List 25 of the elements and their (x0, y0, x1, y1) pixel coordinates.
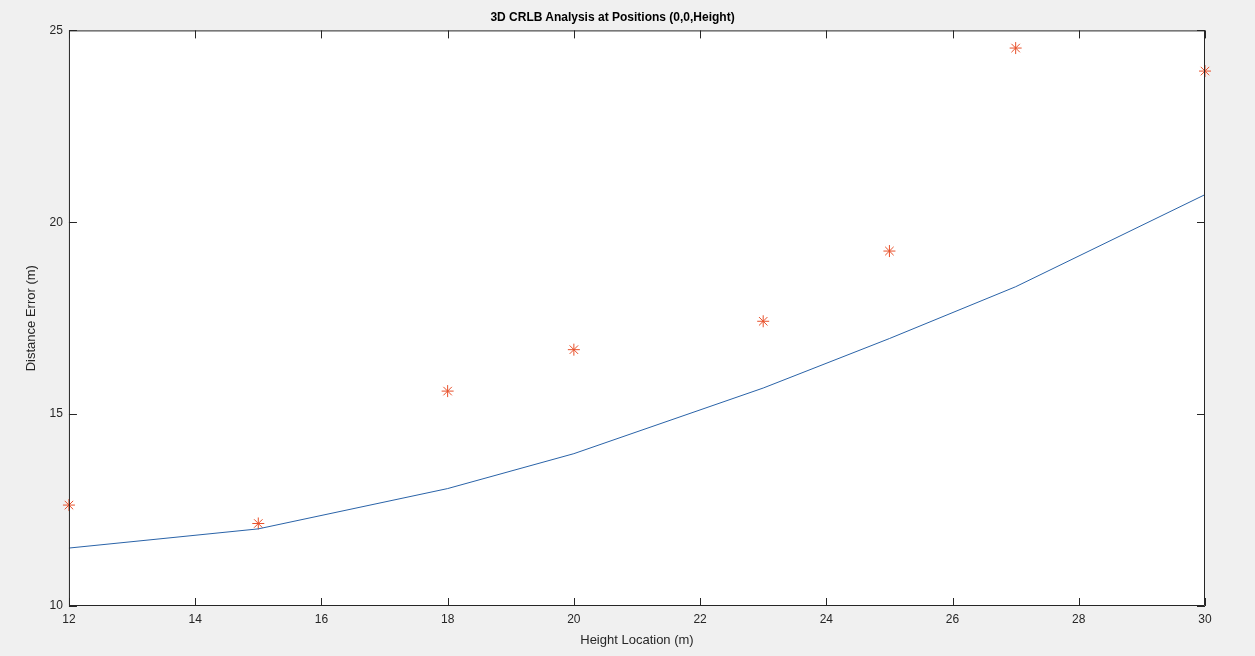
point (756, 314, 770, 328)
chart-title: 3D CRLB Analysis at Positions (0,0,Height) (490, 9, 735, 24)
point (441, 384, 455, 398)
point (1198, 64, 1212, 78)
x-tick-label: 12 (62, 611, 76, 626)
x-tick-label: 28 (1072, 611, 1086, 626)
y-tick-label: 10 (49, 598, 64, 613)
point (882, 244, 896, 258)
x-axis-title: Height Location (m) (580, 631, 694, 647)
x-tick-label: 26 (945, 611, 960, 626)
x-tick-label: 24 (819, 611, 834, 626)
point (567, 343, 581, 357)
point (251, 517, 265, 530)
y-axis-title: Distance Error (m) (23, 265, 39, 372)
y-tick-label: 20 (49, 214, 64, 229)
point (1009, 41, 1023, 55)
x-tick-label: 18 (440, 611, 455, 626)
y-tick-label: 25 (49, 22, 64, 37)
point (62, 498, 76, 512)
x-tick-label: 22 (693, 611, 708, 626)
x-tick-label: 14 (188, 611, 203, 626)
x-tick-label: 30 (1198, 611, 1212, 626)
x-tick-label: 16 (314, 611, 329, 626)
y-tick-label: 15 (49, 406, 64, 421)
x-tick-label: 20 (567, 611, 581, 626)
